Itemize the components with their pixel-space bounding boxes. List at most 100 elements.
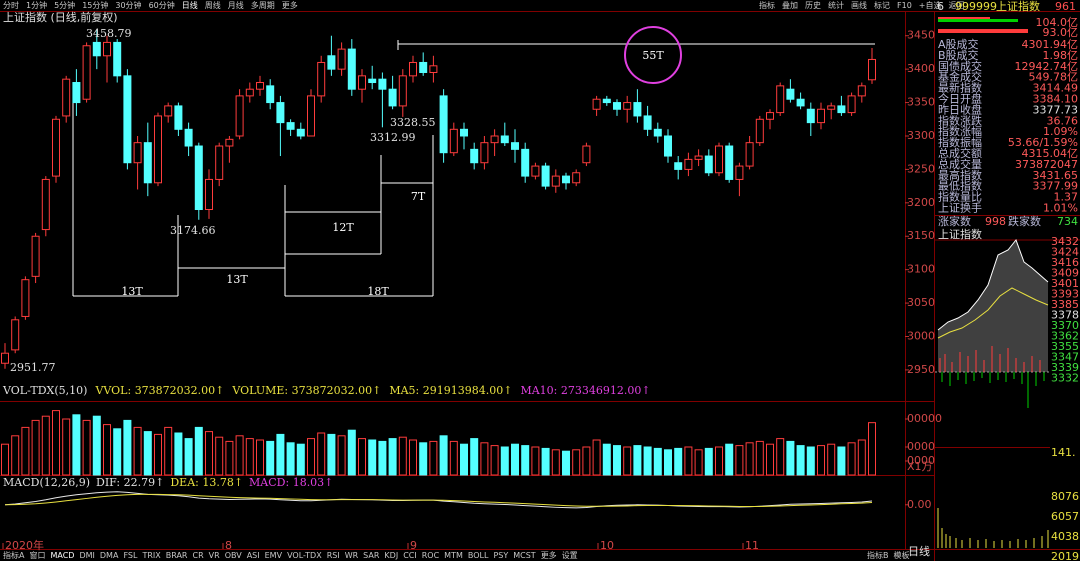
indicator-tab[interactable]: MCST bbox=[513, 551, 536, 560]
mini-vol-label: 2019 bbox=[1051, 550, 1079, 561]
indicator-tab[interactable]: PSY bbox=[493, 551, 509, 560]
period-tab[interactable]: 分时 bbox=[3, 1, 19, 10]
period-tab[interactable]: 1分钟 bbox=[26, 1, 48, 10]
candle-body bbox=[113, 41, 122, 77]
period-tab[interactable]: 周线 bbox=[204, 1, 221, 10]
volume-bar bbox=[521, 445, 530, 476]
volume-bar bbox=[664, 449, 672, 476]
indicator-tab[interactable]: CCI bbox=[403, 551, 417, 560]
candle-body bbox=[511, 142, 519, 150]
candle-body bbox=[388, 88, 397, 107]
y-tick-label: 3050 bbox=[907, 296, 935, 309]
period-tab[interactable]: 月线 bbox=[227, 1, 244, 10]
indicator-tab[interactable]: BRAR bbox=[165, 551, 188, 560]
down-count-label: 跌家数 bbox=[1008, 214, 1041, 228]
candle-body bbox=[541, 165, 550, 187]
indicator-tab[interactable]: RSI bbox=[326, 551, 340, 560]
volume-bar bbox=[72, 414, 81, 476]
tool-button[interactable]: 指标 bbox=[759, 1, 775, 10]
mini-axis-label: 3393 bbox=[1051, 288, 1079, 301]
period-tab[interactable]: 多周期 bbox=[250, 1, 275, 10]
indicator-tab[interactable]: 指标B bbox=[867, 551, 889, 560]
volume-header: VOL-TDX(5,10) bbox=[2, 384, 87, 397]
indicator-tab[interactable]: DMA bbox=[99, 551, 119, 560]
indicator-tab[interactable]: 窗口 bbox=[29, 551, 46, 560]
indicator-tab[interactable]: VOL-TDX bbox=[287, 551, 322, 560]
tool-button[interactable]: 标记 bbox=[874, 1, 890, 10]
y-tick-label: 3000 bbox=[907, 330, 935, 343]
indicator-tab[interactable]: ROC bbox=[421, 551, 440, 560]
volume-bar bbox=[602, 443, 611, 476]
tool-button[interactable]: 返回 bbox=[948, 1, 965, 10]
volume-bar bbox=[82, 419, 91, 476]
indicator-tab[interactable]: OBV bbox=[224, 551, 242, 560]
quote-flag: 6 bbox=[937, 0, 944, 13]
volume-bar bbox=[358, 438, 366, 476]
indicator-tab[interactable]: VR bbox=[208, 551, 220, 560]
candle-body bbox=[184, 128, 193, 147]
indicator-tab[interactable]: 更多 bbox=[540, 551, 557, 560]
volume-bar bbox=[857, 439, 866, 476]
indicator-tab[interactable]: 模板 bbox=[893, 551, 910, 560]
volume-bar bbox=[725, 443, 734, 476]
indicator-tab[interactable]: TRIX bbox=[142, 551, 161, 560]
volume-bar bbox=[429, 440, 438, 476]
indicator-tab[interactable]: 设置 bbox=[561, 551, 578, 560]
volume-bar bbox=[409, 439, 417, 476]
quote-value: 373872047 bbox=[1015, 158, 1078, 171]
indicator-tab[interactable]: EMV bbox=[264, 551, 283, 560]
x-tick-label: 2020年 bbox=[5, 538, 44, 552]
indicator-tab[interactable]: DMI bbox=[79, 551, 95, 560]
period-tab[interactable]: 5分钟 bbox=[54, 1, 76, 10]
indicator-tab[interactable]: CR bbox=[192, 551, 204, 560]
tool-button[interactable]: F10 bbox=[897, 1, 912, 10]
candle-body bbox=[154, 115, 162, 184]
candle-body bbox=[358, 75, 366, 90]
volume-bar bbox=[205, 431, 213, 476]
indicator-tab[interactable]: MTM bbox=[444, 551, 463, 560]
candle-body bbox=[296, 128, 305, 137]
indicator-tab[interactable]: BOLL bbox=[467, 551, 489, 560]
candle-body bbox=[174, 105, 183, 130]
indicator-tab[interactable]: FSL bbox=[123, 551, 138, 560]
tool-button[interactable]: +自选 bbox=[918, 1, 942, 10]
indicator-tab[interactable]: SAR bbox=[363, 551, 380, 560]
candle-body bbox=[11, 319, 20, 351]
period-tab[interactable]: 更多 bbox=[281, 1, 298, 10]
quote-value: 3431.65 bbox=[1033, 169, 1079, 182]
volume-bar bbox=[460, 443, 468, 476]
period-tab[interactable]: 30分钟 bbox=[115, 1, 142, 10]
tool-button[interactable]: 统计 bbox=[828, 1, 844, 10]
candle-body bbox=[31, 235, 40, 277]
volume-bar bbox=[388, 438, 397, 476]
candle-body bbox=[419, 61, 428, 73]
candle-body bbox=[694, 155, 703, 160]
volume-bar bbox=[133, 426, 142, 476]
up-count-label: 涨家数 bbox=[938, 214, 971, 228]
indicator-tab[interactable]: KDJ bbox=[384, 551, 399, 560]
candle-body bbox=[439, 95, 448, 154]
mini-axis-label: 3416 bbox=[1051, 256, 1079, 269]
period-tab[interactable]: 15分钟 bbox=[82, 1, 109, 10]
annotation: 3458.79 bbox=[86, 27, 132, 40]
tool-button[interactable]: 历史 bbox=[805, 1, 821, 10]
tool-button[interactable]: 叠加 bbox=[782, 1, 798, 10]
volume-bar bbox=[327, 433, 336, 476]
tool-button[interactable]: 画线 bbox=[851, 1, 867, 10]
candle-body bbox=[143, 142, 152, 184]
volume-bar bbox=[439, 435, 448, 476]
quote-tag: 961 bbox=[1055, 0, 1076, 13]
volume-bar bbox=[643, 446, 652, 476]
indicator-tab[interactable]: ASI bbox=[246, 551, 260, 560]
candle-body bbox=[521, 148, 530, 177]
candle-body bbox=[796, 98, 805, 107]
indicator-tab[interactable]: 指标A bbox=[3, 551, 25, 560]
period-tab[interactable]: 60分钟 bbox=[148, 1, 175, 10]
volume-bar bbox=[41, 415, 50, 476]
y-tick-label: 3450 bbox=[907, 29, 935, 42]
candle-body bbox=[786, 88, 795, 100]
indicator-tab[interactable]: MACD bbox=[50, 551, 75, 560]
indicator-tab[interactable]: WR bbox=[344, 551, 359, 560]
period-tab[interactable]: 日线 bbox=[181, 1, 198, 10]
candle-body bbox=[776, 85, 785, 114]
